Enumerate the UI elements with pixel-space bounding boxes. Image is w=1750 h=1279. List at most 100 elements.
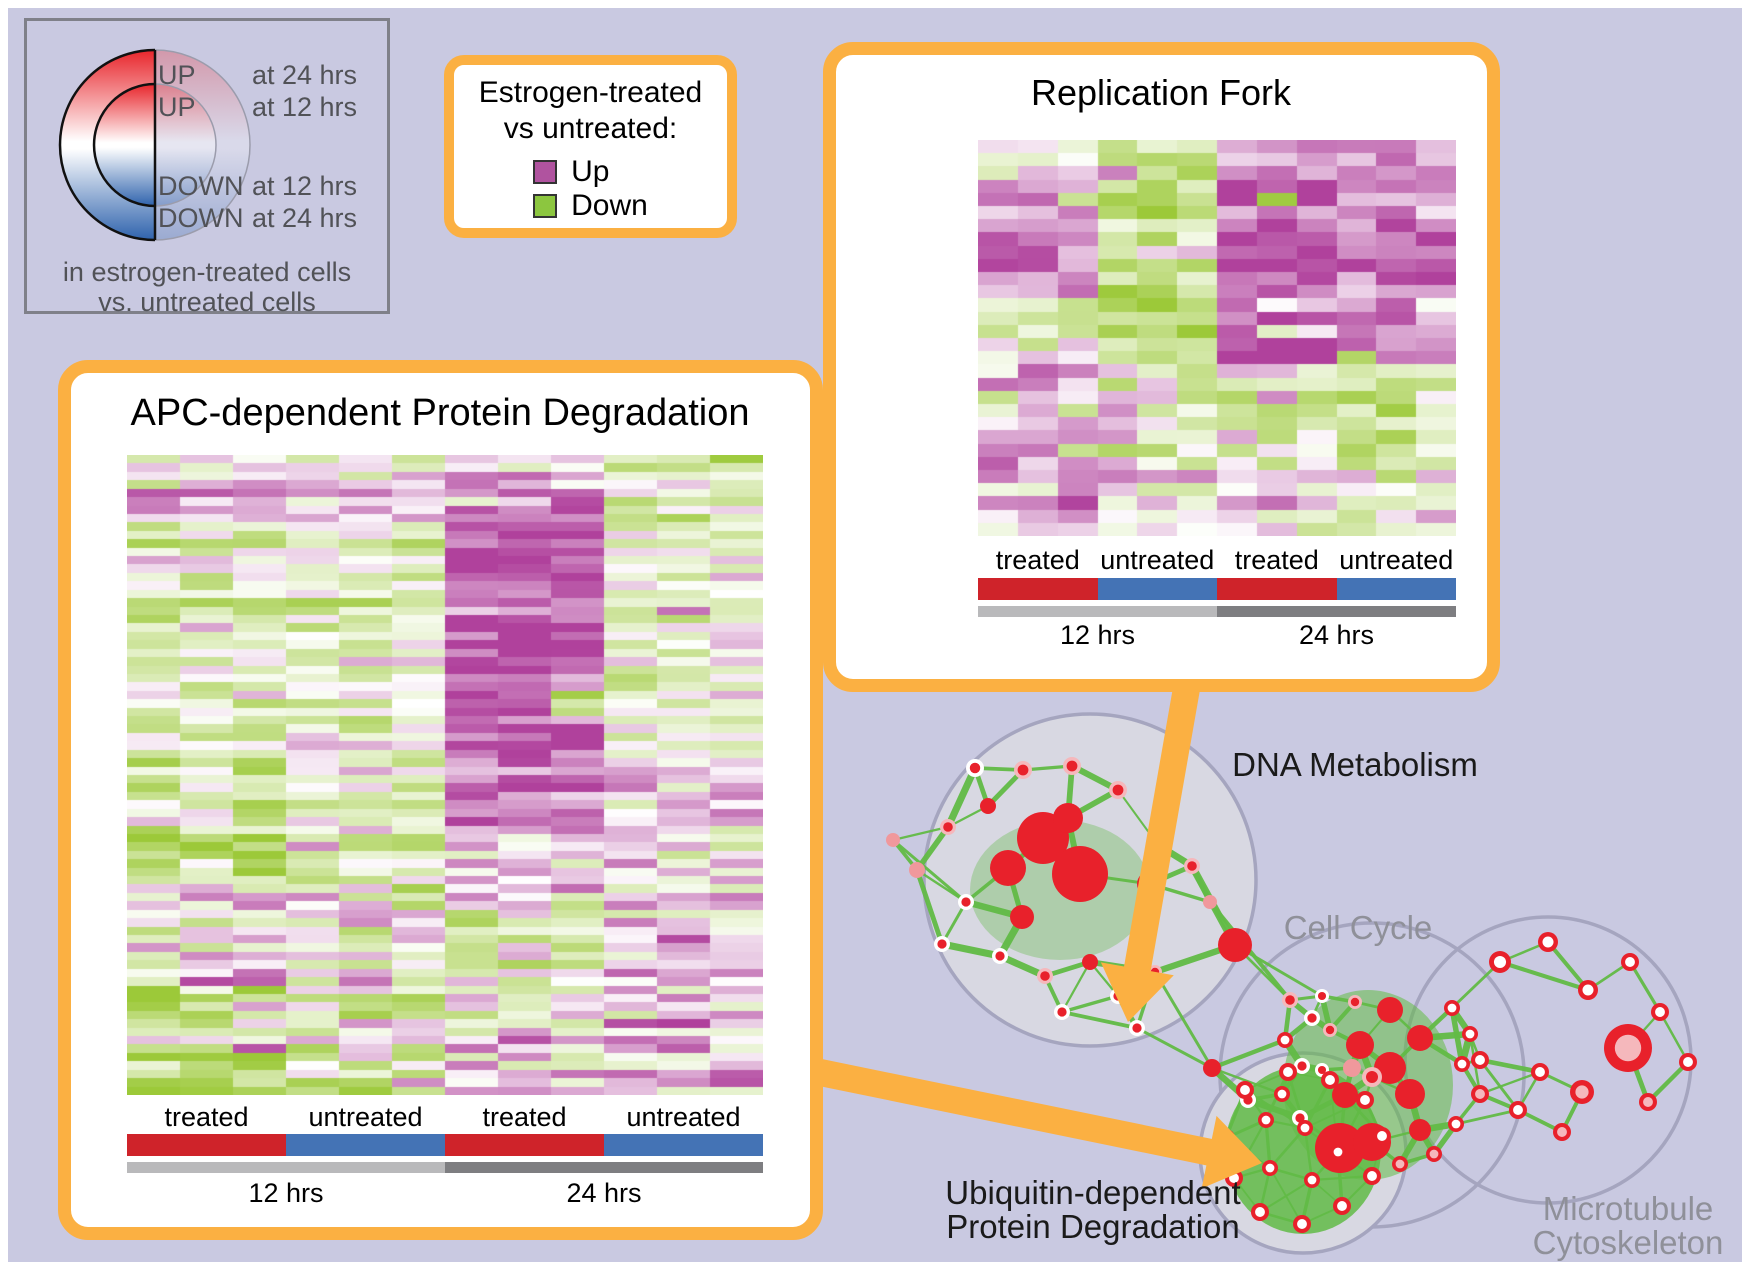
- cluster-label-dna-metabolism: DNA Metabolism: [1232, 746, 1478, 783]
- node-core: [1395, 1159, 1405, 1169]
- treatment-bar-segment: [1217, 578, 1337, 600]
- node-core: [1240, 1085, 1250, 1095]
- apc-heatmap: [127, 455, 763, 1095]
- node-core: [1683, 1057, 1693, 1067]
- heatmap-group-label: treated: [995, 545, 1080, 575]
- legend-footer-line1: in estrogen-treated cells: [62, 257, 352, 287]
- node-core: [1112, 784, 1124, 796]
- node-core: [969, 762, 981, 774]
- down-color-label: Down: [571, 188, 648, 222]
- node-core: [1255, 1207, 1265, 1217]
- node-core: [1557, 1127, 1567, 1137]
- node-core: [1582, 984, 1594, 996]
- treatment-bar-segment: [127, 1134, 286, 1156]
- time-label: 12 hrs: [1059, 620, 1136, 650]
- node-core: [1333, 1147, 1343, 1157]
- cluster-label-line: Microtubule: [1542, 1190, 1714, 1227]
- node-core: [1513, 1105, 1523, 1115]
- node-core: [1655, 1007, 1665, 1017]
- heatmap-group-label: untreated: [1339, 545, 1454, 575]
- node-core: [1337, 1201, 1347, 1211]
- node-core: [1317, 1065, 1327, 1075]
- inner-ring-saturated: [94, 84, 155, 206]
- treatment-bar-segment: [1097, 578, 1217, 600]
- node-core: [1325, 1075, 1335, 1085]
- outer-left-arc: [58, 48, 156, 242]
- gene-node-red: [1052, 846, 1108, 902]
- node-core: [1307, 1013, 1317, 1023]
- node-core: [1285, 995, 1295, 1005]
- up-color-swatch: [533, 159, 558, 184]
- node-core: [1317, 991, 1327, 1001]
- legend-up-12-word: UP: [158, 92, 196, 122]
- node-core: [1261, 1115, 1271, 1125]
- node-core: [1040, 971, 1050, 981]
- node-core: [1542, 936, 1554, 948]
- cluster-label-line: Cytoskeleton: [1532, 1224, 1724, 1261]
- legend-down-24-word: DOWN: [158, 203, 244, 233]
- node-core: [1643, 1097, 1653, 1107]
- gene-node-pink: [1343, 1059, 1361, 1077]
- gene-node-red: [1082, 954, 1098, 970]
- mt-nodes: [1471, 932, 1697, 1141]
- gene-node-red: [1203, 1059, 1221, 1077]
- time-label: 24 hrs: [566, 1178, 642, 1208]
- node-core: [1297, 1061, 1307, 1071]
- treatment-bar-segment: [286, 1134, 445, 1156]
- legend-up-12-time: at 12 hrs: [251, 92, 357, 122]
- node-core: [1475, 1089, 1485, 1099]
- node-core: [1066, 760, 1078, 772]
- cc-nodes: [1203, 989, 1489, 1173]
- node-core: [1493, 955, 1507, 969]
- node-core: [1451, 1119, 1461, 1129]
- node-core: [1447, 1003, 1457, 1013]
- gene-node-red: [1395, 1079, 1425, 1109]
- node-core: [1625, 957, 1635, 967]
- node-core: [1475, 1055, 1485, 1065]
- node-core: [1265, 1163, 1275, 1173]
- node-core: [1017, 764, 1029, 776]
- treatment-bar-segment: [1336, 578, 1456, 600]
- node-core: [1277, 1089, 1287, 1099]
- node-core: [995, 951, 1005, 961]
- node-core: [1283, 1067, 1293, 1077]
- heatmap-group-label: untreated: [626, 1102, 741, 1132]
- time-bar-segment: [978, 606, 1217, 617]
- up-color-label: Up: [571, 154, 610, 188]
- node-core: [1367, 1171, 1377, 1181]
- legend-up-24-time: at 24 hrs: [251, 60, 357, 90]
- node-core: [1297, 1219, 1307, 1229]
- cluster-label-ubiquitin-degradation: Ubiquitin-dependent Protein Degradation: [945, 1176, 1240, 1244]
- callout-arrow-2: [815, 1058, 1262, 1189]
- treatment-bar-segment: [445, 1134, 604, 1156]
- time-bar-segment: [445, 1162, 763, 1173]
- node-core: [1350, 997, 1360, 1007]
- node-legend-box: UP at 24 hrs UP at 12 hrs DOWN at 12 hrs…: [24, 18, 390, 317]
- gene-node-red: [1218, 928, 1252, 962]
- cluster-label-line: Ubiquitin-dependent: [945, 1174, 1241, 1211]
- gene-node-red: [990, 850, 1026, 886]
- gene-node-red: [1053, 803, 1083, 833]
- treatment-bar-segment: [978, 578, 1098, 600]
- node-core: [1132, 1023, 1142, 1033]
- inner-left-arc: [92, 82, 156, 208]
- gene-node-pink: [909, 862, 925, 878]
- node-core: [1377, 1131, 1387, 1141]
- node-core: [1366, 1071, 1378, 1083]
- gene-node-red: [1010, 905, 1034, 929]
- replication-fork-heatmap: [978, 140, 1456, 536]
- gene-node-red: [1377, 997, 1403, 1023]
- node-core: [1457, 1059, 1467, 1069]
- down-color-swatch: [533, 193, 558, 218]
- node-core: [1300, 1123, 1310, 1133]
- color-legend-box: Estrogen-treated vs untreated: Up Down: [444, 55, 737, 238]
- gene-node-red: [1409, 1119, 1431, 1141]
- cluster-label-line: Protein Degradation: [946, 1208, 1240, 1245]
- apc-degradation-title: APC-dependent Protein Degradation: [130, 392, 750, 434]
- node-core: [1057, 1007, 1067, 1017]
- legend-down-24-time: at 24 hrs: [251, 203, 357, 233]
- legend-up-24-word: UP: [158, 60, 196, 90]
- time-bar-segment: [127, 1162, 445, 1173]
- node-core: [1575, 1085, 1589, 1099]
